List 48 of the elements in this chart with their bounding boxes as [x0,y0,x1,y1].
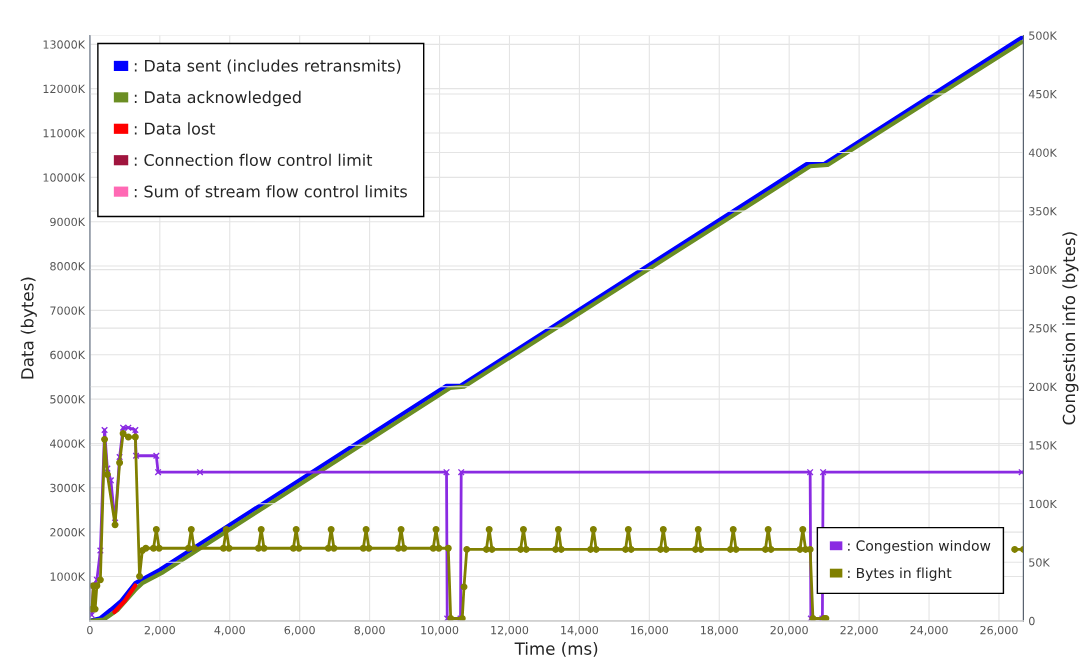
y-tick-label: 12000K [43,84,86,94]
x-tick-label: 2,000 [144,625,175,636]
y-tick-label: 5000K [50,395,86,404]
y2-tick-label: 50K [1029,558,1050,567]
legend-label: : Connection flow control limit [134,153,373,167]
x-tick-label: 24,000 [910,625,948,636]
y-tick-label: 3000K [50,483,86,493]
x-tick-label: 10,000 [421,625,459,636]
y2-tick-label: 350K [1029,207,1058,216]
y2-tick-label: 150K [1029,441,1058,450]
y-tick-label: 10000K [43,173,86,182]
y2-tick-label: 500K [1029,31,1058,40]
x-tick-label: 12,000 [491,625,529,636]
legend-label: : Congestion window [848,540,991,554]
x-tick-label: 14,000 [561,625,599,636]
y2-tick-label: 250K [1029,324,1058,333]
x-tick-label: 18,000 [701,625,738,636]
y-tick-label: 13000K [43,40,86,49]
x-tick-label: 4,000 [214,625,245,636]
y-tick-label: 8000K [50,262,86,271]
legend-label: : Data lost [134,122,216,135]
y2-tick-label: 100K [1029,499,1058,509]
x-tick-label: 0 [87,625,93,635]
y-tick-label: 9000K [50,217,86,227]
y-tick-label: 11000K [43,128,86,138]
x-tick-label: 22,000 [840,625,878,636]
y2-axis-title: Congestion info (bytes) [1062,232,1079,425]
y-tick-label: 1000K [50,572,86,581]
y2-tick-label: 0 [1029,616,1035,626]
y-axis-title: Data (bytes) [20,277,37,379]
y-tick-label: 7000K [50,306,86,315]
legend-label: : Sum of stream flow control limits [134,185,407,198]
x-tick-label: 26,000 [980,625,1018,636]
legend-label: : Bytes in flight [848,567,952,581]
y2-tick-label: 450K [1028,89,1058,99]
y2-tick-label: 200K [1029,382,1058,392]
x-tick-label: 16,000 [631,625,669,636]
x-axis-title: Time (ms) [514,642,598,657]
x-tick-label: 8,000 [354,625,385,636]
legend-label: : Data sent (includes retransmits) [134,59,401,74]
y2-tick-label: 300K [1029,265,1058,274]
y2-tick-label: 400K [1028,148,1058,157]
x-tick-label: 20,000 [770,625,808,636]
y-tick-label: 4000K [50,439,86,448]
y-tick-label: 6000K [50,350,86,360]
x-tick-label: 6,000 [284,625,315,636]
legend-label: : Data acknowledged [134,90,301,107]
y-tick-label: 2000K [50,528,86,537]
